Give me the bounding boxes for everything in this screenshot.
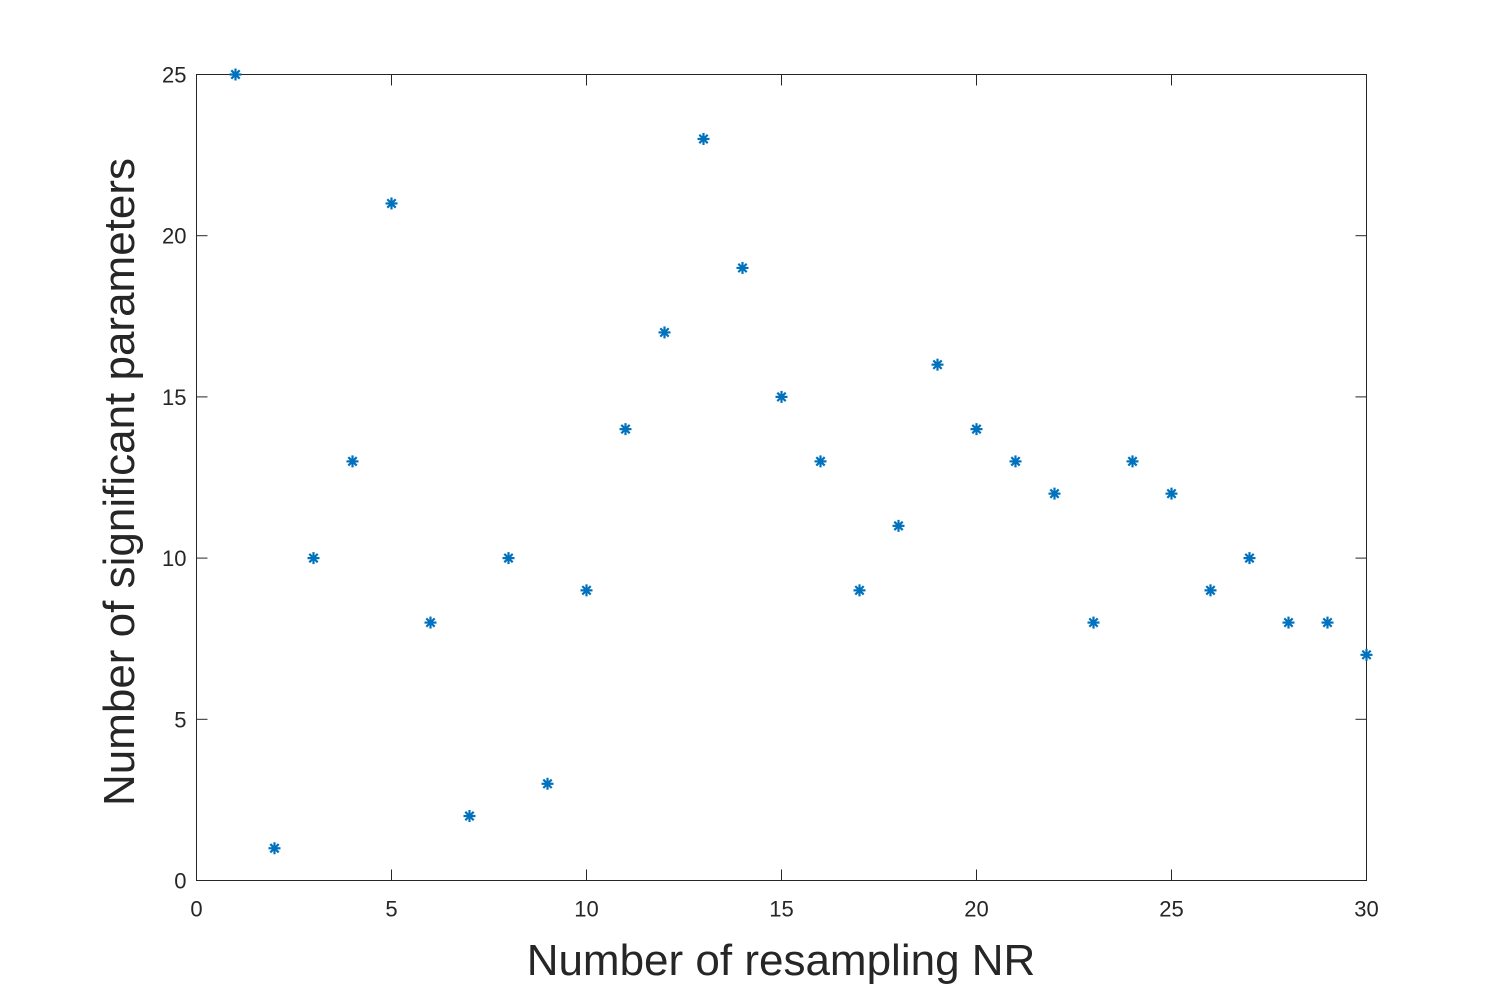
data-point (814, 455, 827, 468)
data-point (1321, 616, 1334, 629)
data-point (346, 455, 359, 468)
data-point (424, 616, 437, 629)
x-tick-label: 15 (769, 897, 793, 922)
data-point (268, 842, 281, 855)
data-point (580, 584, 593, 597)
data-point (1009, 455, 1022, 468)
x-tick-label: 30 (1354, 897, 1378, 922)
data-point (736, 261, 749, 274)
data-point (931, 358, 944, 371)
data-point (619, 423, 632, 436)
x-tick-label: 20 (964, 897, 988, 922)
plot-area (196, 74, 1367, 881)
data-point (853, 584, 866, 597)
data-point (1282, 616, 1295, 629)
data-point (1243, 552, 1256, 565)
data-point (970, 423, 983, 436)
x-tick-label: 5 (385, 897, 397, 922)
data-markers (229, 68, 1373, 855)
data-point (658, 326, 671, 339)
y-tick-label: 20 (162, 224, 186, 249)
x-axis-title: Number of resampling NR (527, 936, 1036, 985)
y-tick-label: 10 (162, 546, 186, 571)
y-axis-title: Number of significant parameters (95, 158, 144, 806)
y-tick-label: 15 (162, 385, 186, 410)
data-point (502, 552, 515, 565)
data-point (1360, 648, 1373, 661)
data-point (541, 777, 554, 790)
data-point (697, 132, 710, 145)
data-point (307, 552, 320, 565)
y-tick-label: 25 (162, 63, 186, 88)
x-tick-label: 10 (574, 897, 598, 922)
data-point (229, 68, 242, 81)
data-point (892, 519, 905, 532)
data-point (1087, 616, 1100, 629)
data-point (463, 810, 476, 823)
y-tick-label: 0 (174, 869, 186, 894)
y-tick-label: 5 (174, 707, 186, 732)
x-tick-label: 25 (1159, 897, 1183, 922)
data-point (775, 390, 788, 403)
data-point (385, 197, 398, 210)
data-point (1165, 487, 1178, 500)
axis-tick-labels: 0 5 10 15 20 25 30 0 5 10 15 20 25 (162, 63, 1379, 922)
data-point (1048, 487, 1061, 500)
data-point (1126, 455, 1139, 468)
data-point (1204, 584, 1217, 597)
axis-ticks (196, 74, 1367, 881)
x-tick-label: 0 (190, 897, 202, 922)
